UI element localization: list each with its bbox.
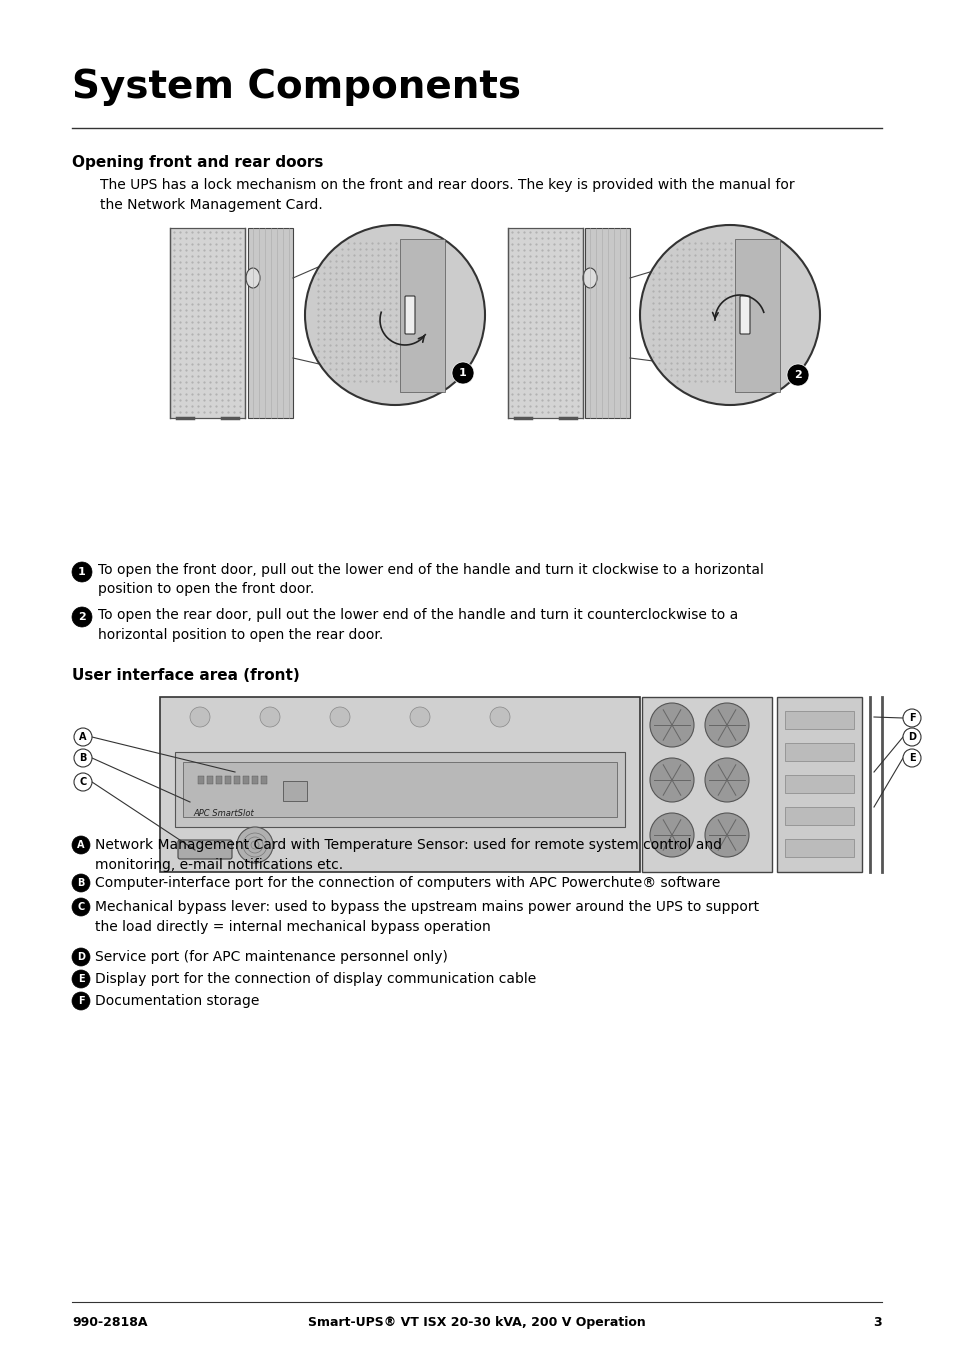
Circle shape (74, 748, 91, 767)
Text: D: D (77, 952, 85, 962)
Bar (252, 775, 257, 784)
Bar (399, 239, 444, 392)
Text: To open the rear door, pull out the lower end of the handle and turn it counterc: To open the rear door, pull out the lowe… (98, 608, 738, 642)
Text: A: A (79, 732, 87, 742)
Bar (174, 753, 624, 827)
Text: B: B (77, 878, 85, 888)
Bar (183, 762, 617, 817)
Bar (243, 775, 249, 784)
Circle shape (704, 813, 748, 857)
Circle shape (649, 758, 693, 802)
Bar (261, 775, 267, 784)
Text: 2: 2 (793, 370, 801, 380)
Text: F: F (77, 996, 84, 1006)
Text: Network Management Card with Temperature Sensor: used for remote system control : Network Management Card with Temperature… (95, 838, 721, 871)
Bar (170, 228, 245, 417)
Circle shape (902, 728, 920, 746)
FancyBboxPatch shape (740, 296, 749, 334)
Text: 1: 1 (78, 567, 86, 577)
Ellipse shape (246, 267, 260, 288)
Circle shape (71, 607, 91, 627)
Circle shape (71, 874, 90, 892)
Text: The UPS has a lock mechanism on the front and rear doors. The key is provided wi: The UPS has a lock mechanism on the fron… (100, 178, 794, 212)
Text: C: C (77, 902, 85, 912)
Bar (776, 697, 862, 871)
Text: APC SmartSlot: APC SmartSlot (193, 809, 253, 817)
FancyBboxPatch shape (283, 781, 307, 801)
Bar (784, 807, 853, 825)
Bar (784, 775, 853, 793)
Text: To open the front door, pull out the lower end of the handle and turn it clockwi: To open the front door, pull out the low… (98, 563, 763, 597)
Circle shape (71, 992, 90, 1011)
Circle shape (902, 748, 920, 767)
Text: Mechanical bypass lever: used to bypass the upstream mains power around the UPS : Mechanical bypass lever: used to bypass … (95, 900, 759, 934)
Bar (207, 775, 213, 784)
Text: E: E (77, 974, 84, 984)
Circle shape (704, 758, 748, 802)
Text: Computer-interface port for the connection of computers with APC Powerchute® sof: Computer-interface port for the connecti… (95, 875, 720, 890)
Text: Display port for the connection of display communication cable: Display port for the connection of displ… (95, 971, 536, 986)
Bar (584, 228, 629, 417)
Circle shape (786, 363, 808, 386)
Bar (507, 228, 582, 417)
Text: D: D (907, 732, 915, 742)
Circle shape (190, 707, 210, 727)
Circle shape (236, 827, 273, 863)
Circle shape (71, 898, 90, 916)
Text: E: E (908, 753, 914, 763)
Text: 3: 3 (872, 1316, 882, 1329)
Text: C: C (79, 777, 87, 788)
Bar (734, 239, 780, 392)
FancyBboxPatch shape (178, 840, 232, 859)
Bar (198, 775, 204, 784)
Bar (641, 697, 771, 871)
Text: F: F (908, 713, 914, 723)
Circle shape (71, 948, 90, 966)
Text: 990-2818A: 990-2818A (71, 1316, 148, 1329)
Text: Service port (for APC maintenance personnel only): Service port (for APC maintenance person… (95, 950, 447, 965)
FancyBboxPatch shape (405, 296, 415, 334)
Text: 1: 1 (458, 367, 466, 378)
Bar (248, 228, 293, 417)
Circle shape (74, 773, 91, 790)
Circle shape (71, 562, 91, 582)
Text: Documentation storage: Documentation storage (95, 994, 259, 1008)
Circle shape (490, 707, 510, 727)
Circle shape (71, 970, 90, 988)
Text: A: A (77, 840, 85, 850)
Text: 2: 2 (78, 612, 86, 621)
Bar (784, 839, 853, 857)
Bar (215, 775, 222, 784)
Bar (784, 743, 853, 761)
Circle shape (71, 836, 90, 854)
Text: User interface area (front): User interface area (front) (71, 667, 299, 684)
Ellipse shape (582, 267, 597, 288)
Bar (225, 775, 231, 784)
Circle shape (452, 362, 474, 384)
Circle shape (74, 728, 91, 746)
Text: B: B (79, 753, 87, 763)
Text: Smart-UPS® VT ISX 20-30 kVA, 200 V Operation: Smart-UPS® VT ISX 20-30 kVA, 200 V Opera… (308, 1316, 645, 1329)
Circle shape (649, 813, 693, 857)
Circle shape (639, 226, 820, 405)
Bar (784, 711, 853, 730)
Circle shape (649, 703, 693, 747)
Text: System Components: System Components (71, 68, 520, 105)
Bar (160, 697, 639, 871)
Circle shape (902, 709, 920, 727)
Circle shape (260, 707, 280, 727)
Text: Opening front and rear doors: Opening front and rear doors (71, 155, 323, 170)
Circle shape (410, 707, 430, 727)
Circle shape (305, 226, 484, 405)
Circle shape (704, 703, 748, 747)
Bar (233, 775, 240, 784)
Circle shape (330, 707, 350, 727)
